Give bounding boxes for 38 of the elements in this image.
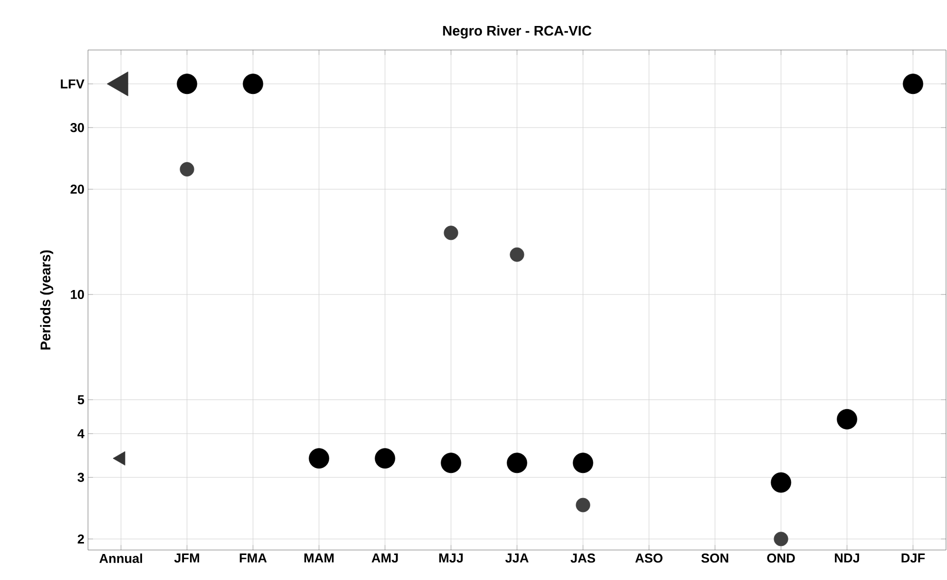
point <box>572 452 594 474</box>
x-tick-label: FMA <box>240 554 267 562</box>
x-tick-label: NDJ <box>834 554 860 563</box>
x-tick-label: MJJ <box>439 554 463 563</box>
y-tick-label: 20 <box>70 184 84 194</box>
y-tick-label: 30 <box>70 122 84 132</box>
point <box>176 74 198 94</box>
y-tick-label: 10 <box>70 290 84 300</box>
point <box>902 74 924 94</box>
point <box>180 162 194 176</box>
x-tick-label: MAM <box>304 554 334 562</box>
y-tick-label: 2 <box>78 534 84 544</box>
y-axis-title: Periods (years) <box>40 250 54 350</box>
point <box>576 498 590 512</box>
x-tick-label: OND <box>767 554 795 563</box>
point <box>308 448 330 469</box>
x-tick-label: Annual <box>99 554 142 564</box>
x-tick-label: DJF <box>902 554 925 563</box>
point <box>774 532 788 546</box>
point <box>440 452 462 474</box>
y-tick-label: 3 <box>78 472 84 482</box>
y-tick-label: LFV <box>60 79 84 88</box>
x-tick-label: JFM <box>174 554 200 563</box>
point <box>836 408 858 430</box>
chart-title: Negro River - RCA-VIC <box>443 25 592 38</box>
point <box>510 247 524 262</box>
x-tick-label: AMJ <box>372 554 398 563</box>
point <box>506 452 528 474</box>
point <box>374 448 396 469</box>
x-tick-label: SON <box>701 554 728 563</box>
point <box>242 74 264 94</box>
y-tick-label: 5 <box>78 395 84 404</box>
point <box>444 226 458 240</box>
x-tick-label: JJA <box>505 554 529 563</box>
y-tick-label: 4 <box>77 429 84 438</box>
x-tick-label: JAS <box>570 554 596 563</box>
x-tick-label: ASO <box>635 554 662 563</box>
point <box>770 472 792 493</box>
